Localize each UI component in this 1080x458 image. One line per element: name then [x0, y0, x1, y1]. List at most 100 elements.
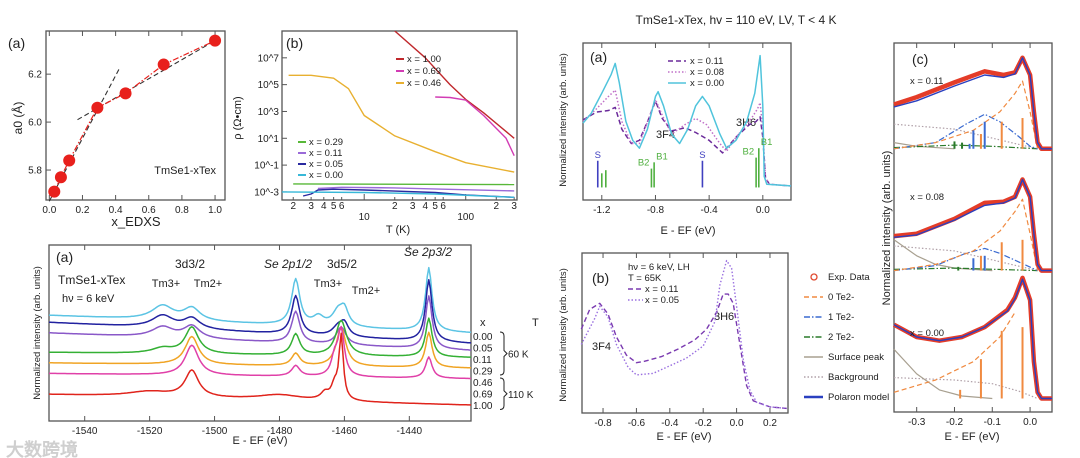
group-temperature-label: 60 K [508, 350, 529, 361]
data-point [63, 154, 76, 167]
state-label-3f4: 3F4 [592, 341, 611, 353]
x-tick-label: -0.8 [647, 205, 665, 216]
legend-header-t: T [532, 317, 539, 329]
x-minor-tick-label: 4 [321, 201, 327, 212]
spectrum-line [582, 89, 792, 187]
x-tick-label: 0.0 [730, 418, 744, 429]
group-bracket [499, 377, 508, 410]
x-tick-label: -1500 [202, 426, 228, 437]
legend-x-value: 0.69 [473, 390, 493, 401]
x-axis-label: E - EF (eV) [944, 431, 999, 443]
spectrum-line [580, 259, 787, 410]
legend-label: x = 0.69 [407, 66, 441, 77]
energy-marker-label: B1 [656, 151, 668, 162]
x-tick-label: -0.2 [695, 418, 713, 429]
legend-label: Background [828, 372, 879, 383]
legend-x-value: 0.29 [473, 367, 493, 378]
x-tick-label: -1540 [72, 426, 98, 437]
x-tick-label: -1520 [137, 426, 163, 437]
y-tick-label: 6.0 [28, 118, 42, 129]
energy-marker-label: B2 [742, 147, 754, 158]
x-tick-label: 10 [359, 212, 371, 223]
x-minor-tick-label: 5 [432, 201, 438, 212]
x-tick-label: -0.4 [701, 205, 719, 216]
x-tick-label: 0.0 [42, 205, 56, 216]
series-line [317, 186, 515, 192]
state-label-3h6: 3H6 [714, 311, 734, 323]
legend-label: x = 0.08 [690, 67, 724, 78]
spectrum-line [580, 293, 787, 410]
spectrum-line [49, 325, 471, 380]
condition-annotation: hν = 6 keV, LH [628, 262, 690, 273]
legend-header-x: x [480, 317, 486, 329]
polaron-fit-panel: (c) E - EF (eV) Normalized intensity (ar… [804, 42, 1053, 443]
compound-annotation: TmSe1-xTex [154, 165, 216, 177]
temperature-annotation: T = 65K [628, 273, 662, 284]
legend-x-value: 0.00 [473, 332, 493, 343]
y-axis-label: Normalized intensity (arb. units) [32, 266, 43, 400]
legend-label: Exp. Data [828, 272, 870, 283]
y-axis-label: ρ (Ω•cm) [232, 96, 244, 139]
y-tick-label: 10^7 [258, 53, 280, 64]
subpanel-label: x = 0.11 [910, 76, 943, 87]
series-group [282, 31, 515, 198]
peak-label: Se 2p1/2 [264, 257, 312, 271]
x-tick-label: -0.6 [628, 418, 646, 429]
legend-label: x = 0.29 [309, 137, 343, 148]
x-tick-label: 1.0 [208, 205, 222, 216]
legend-x-value: 0.46 [473, 378, 493, 389]
peak-label: Tm3+ [314, 278, 342, 290]
legend-label: Polaron model [828, 392, 889, 403]
figure-title: TmSe1-xTex, hv = 110 eV, LV, T < 4 K [635, 13, 836, 27]
series-line [394, 31, 515, 139]
zero-te-line [893, 198, 1039, 272]
peak-label: Tm2+ [352, 285, 380, 297]
spectrum-line [48, 278, 472, 344]
spectrum-line [582, 100, 792, 187]
series-line [293, 183, 515, 186]
spectrum-line [49, 295, 472, 351]
x-tick-label: -0.1 [984, 417, 1002, 428]
x-axis-label: E - EF (eV) [232, 435, 287, 447]
spectrum-line [49, 317, 472, 358]
arpes-panel: (a) E - EF (eV) Normalized intensity (ar… [558, 42, 792, 237]
y-axis-label: Normalized intensity (arb. units) [558, 53, 569, 187]
x-tick-label: -1.2 [593, 205, 611, 216]
energy-marker-label: S [699, 150, 705, 161]
y-tick-label: 6.2 [28, 70, 42, 81]
legend-label: x = 0.00 [309, 170, 343, 181]
legend-label: 1 Te2- [828, 312, 854, 323]
x-minor-tick-label: 4 [423, 201, 429, 212]
panel-label: (a) [56, 249, 73, 265]
y-axis-label: Normalized intensity (arb. units) [558, 268, 569, 402]
legend-x-value: 0.05 [473, 344, 493, 355]
spectrum-line [49, 326, 472, 369]
surface-peak-line [893, 239, 993, 272]
x-minor-tick-label: 3 [410, 201, 416, 212]
series-line [288, 74, 515, 173]
legend-x-value: 1.00 [473, 401, 493, 412]
y-axis-label: Normalized intensity (arb. units) [881, 151, 893, 306]
legend-marker [810, 273, 818, 281]
x-minor-tick-label: 6 [440, 201, 446, 212]
x-axis-label: T (K) [386, 224, 410, 236]
energy-marker-label: B2 [638, 158, 650, 169]
x-tick-label: 0.2 [76, 205, 90, 216]
legend-label: x = 0.46 [407, 78, 441, 89]
panel-label: (c) [912, 51, 928, 67]
background-line [893, 245, 1038, 272]
y-tick-label: 10^5 [258, 80, 280, 91]
polaron-model-line [893, 178, 1052, 272]
data-point [209, 34, 222, 47]
series-line [435, 96, 515, 156]
plot-frame [581, 252, 789, 414]
y-tick-label: 10^-1 [254, 161, 279, 172]
lattice-constant-panel: (a) x_EDXS a0 (Å) TmSe1-xTex 0.0 0.2 0.4 0.… [8, 30, 226, 229]
x-axis-label: E - EF (eV) [660, 225, 715, 237]
x-tick-label: -0.8 [594, 418, 612, 429]
data-point [54, 171, 67, 184]
background-line [893, 377, 1038, 400]
y-tick-label: 10^-3 [254, 187, 279, 198]
x-tick-label: 0.0 [1023, 417, 1037, 428]
surface-peak-line [893, 348, 993, 400]
